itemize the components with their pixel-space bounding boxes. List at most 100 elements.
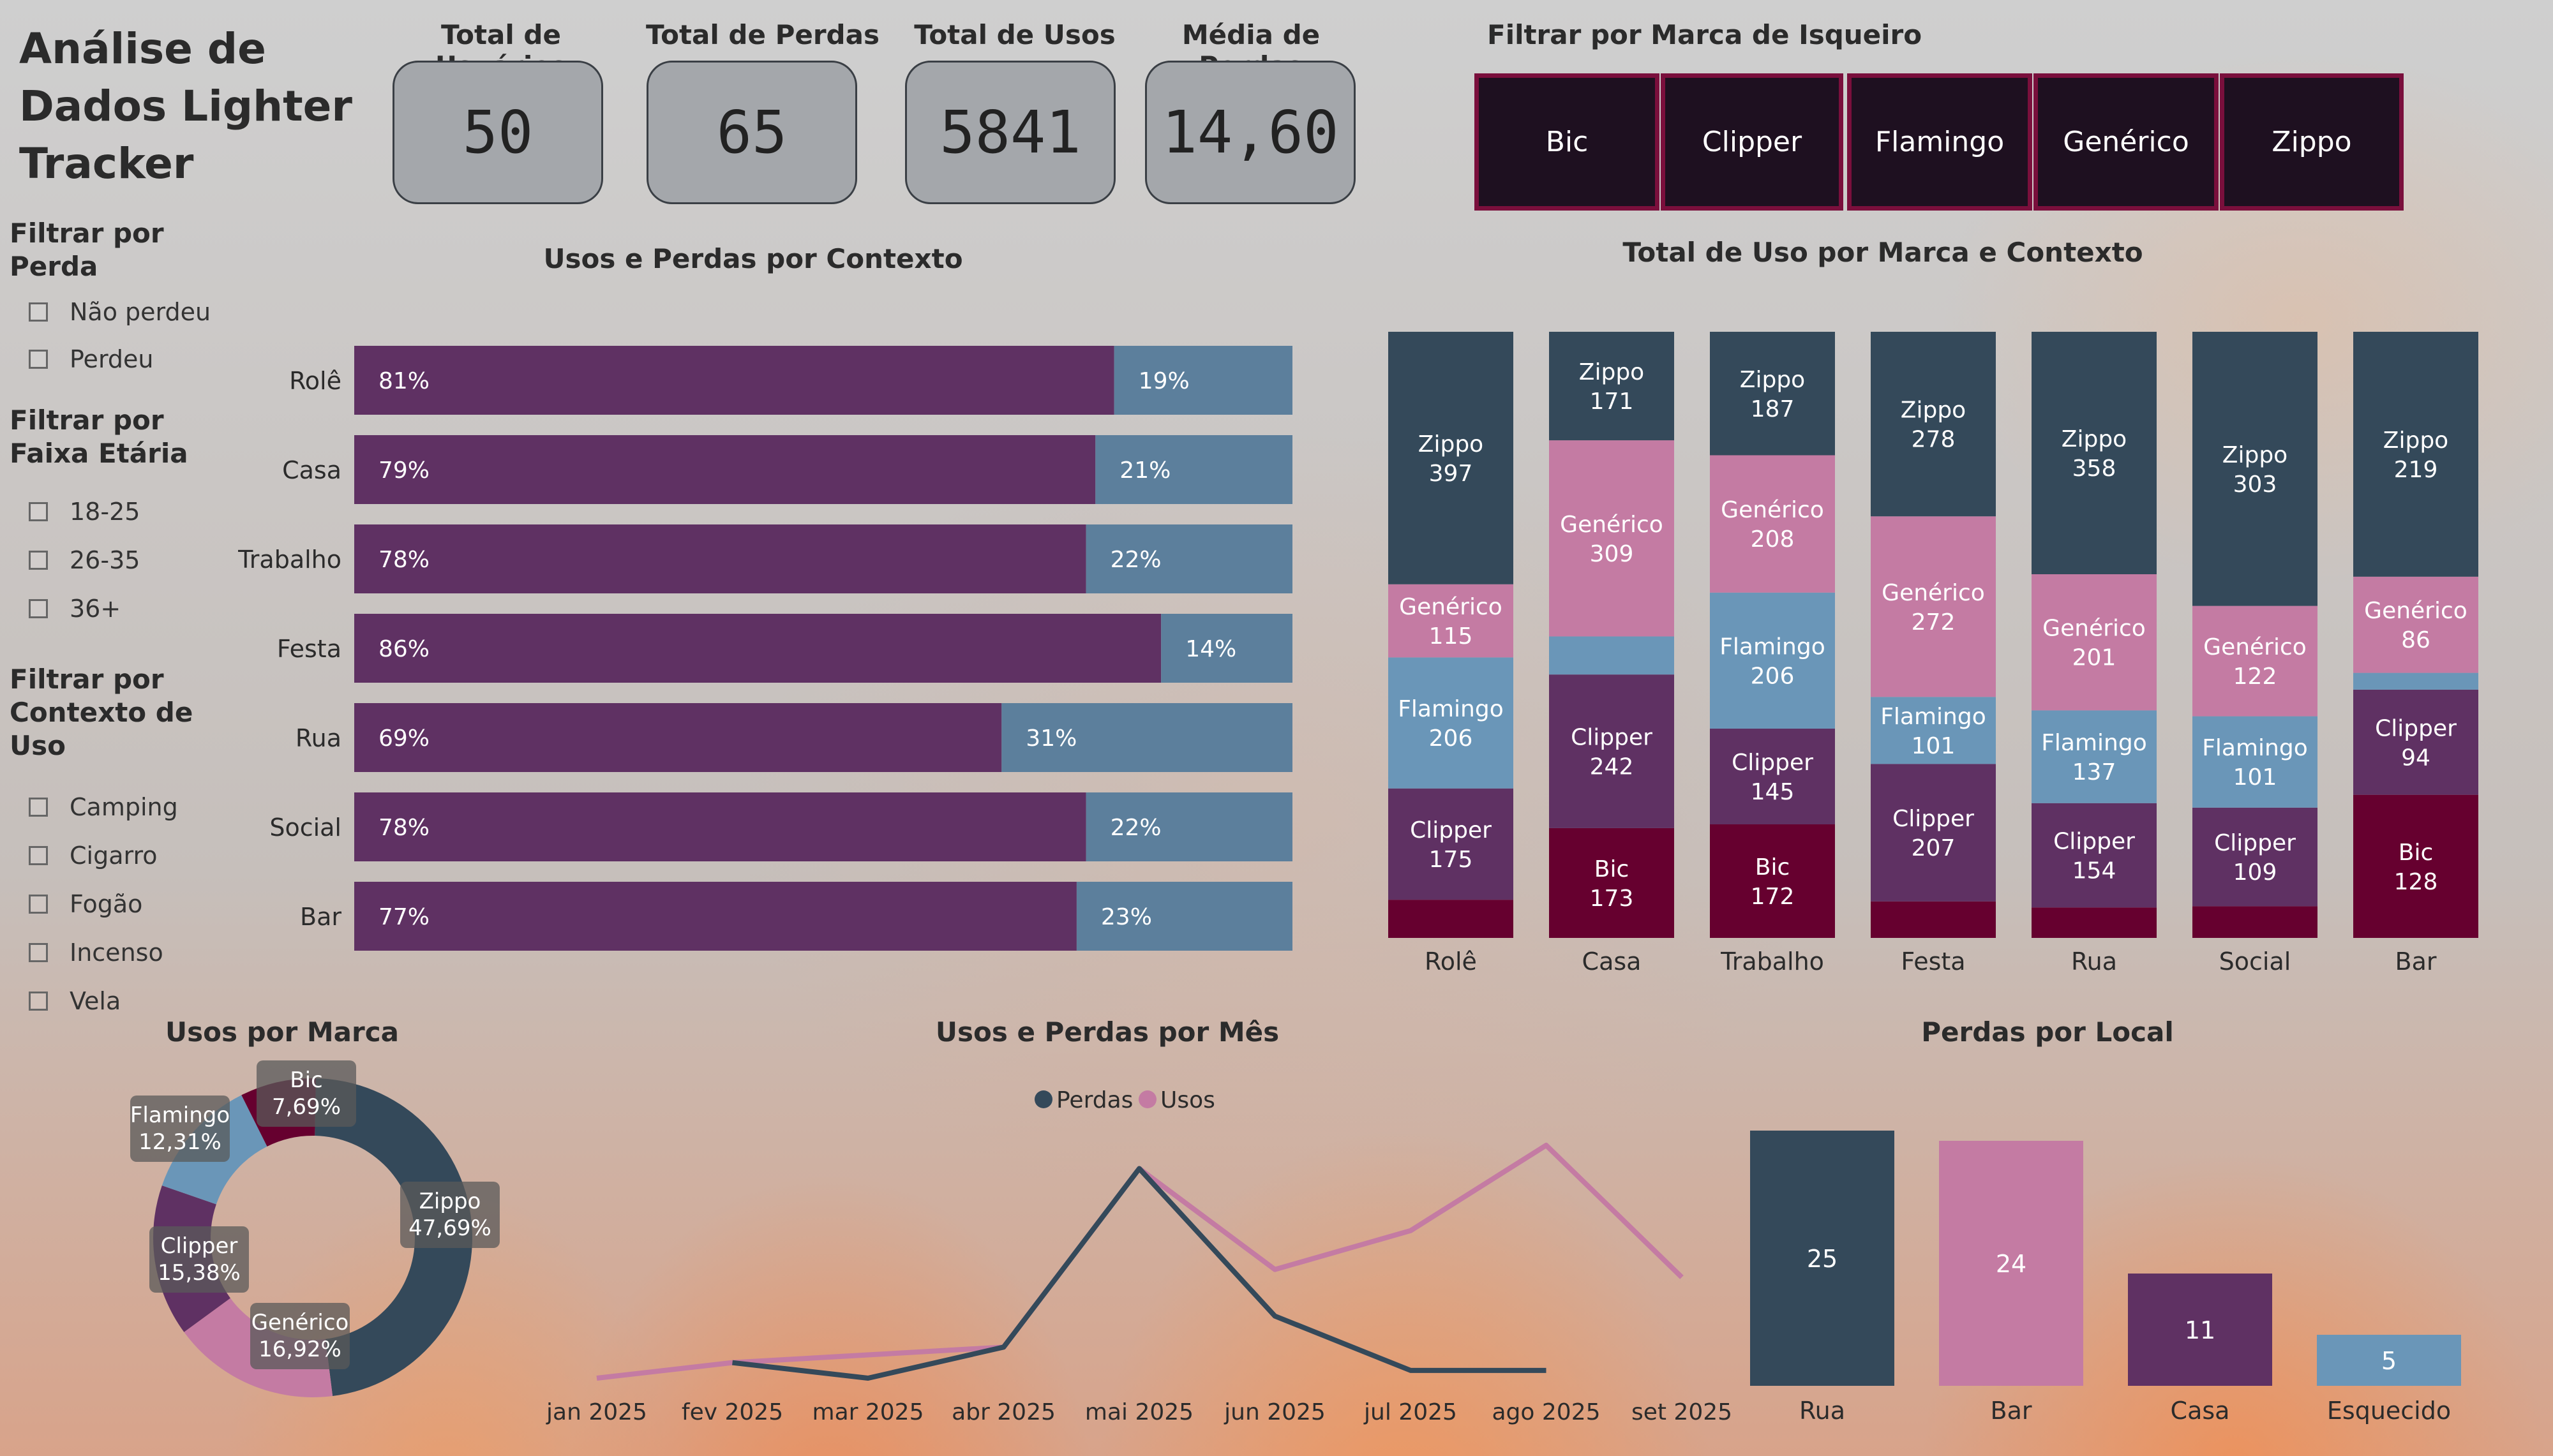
- checkbox[interactable]: [29, 350, 48, 369]
- bar-segment-flamingo[interactable]: [1710, 592, 1835, 729]
- bar-segment-bic[interactable]: [2353, 794, 2478, 938]
- checkbox-row-nao-perdeu[interactable]: Não perdeu: [29, 296, 239, 328]
- slice-zippo[interactable]: [315, 1078, 472, 1397]
- data-label: Genérico 122: [2203, 634, 2307, 690]
- bar-perdas[interactable]: [1161, 614, 1292, 683]
- bar-perdas[interactable]: [1114, 346, 1292, 415]
- bar-usos[interactable]: [354, 435, 1096, 504]
- bar-segment-flamingo[interactable]: [2032, 710, 2157, 803]
- bar-segment-clipper[interactable]: [1871, 764, 1996, 902]
- bar-segment-zippo[interactable]: [2192, 332, 2317, 606]
- bar-segment-zippo[interactable]: [1710, 332, 1835, 456]
- bar-usos[interactable]: [354, 614, 1162, 683]
- checkbox-row-36-plus[interactable]: 36+: [29, 593, 239, 625]
- bar-segment-zippo[interactable]: [1549, 332, 1674, 441]
- bar-segment-clipper[interactable]: [2192, 807, 2317, 907]
- bar-segment-flamingo[interactable]: [1549, 636, 1674, 675]
- checkbox-row-vela[interactable]: Vela: [29, 985, 239, 1017]
- data-label: 31%: [1026, 725, 1077, 752]
- checkbox-row-26-35[interactable]: 26-35: [29, 544, 239, 576]
- bar-usos[interactable]: [354, 882, 1077, 951]
- category-label: Rolê: [1425, 947, 1477, 976]
- bar-segment-flamingo[interactable]: [1388, 657, 1513, 789]
- bar-segment-generico[interactable]: [1871, 516, 1996, 697]
- bar-rua[interactable]: [1750, 1131, 1894, 1386]
- kpi-losses-card[interactable]: 65: [647, 61, 857, 204]
- bar-segment-generico[interactable]: [1549, 440, 1674, 637]
- bar-segment-zippo[interactable]: [1388, 332, 1513, 584]
- bar-segment-zippo[interactable]: [2353, 332, 2478, 577]
- bar-esquecido[interactable]: [2317, 1335, 2461, 1386]
- bar-segment-bic[interactable]: [2032, 907, 2157, 938]
- bar-segment-bic[interactable]: [1871, 901, 1996, 938]
- bar-segment-bic[interactable]: [1549, 828, 1674, 938]
- data-label: 78%: [378, 815, 430, 841]
- category-label: Rua: [2071, 947, 2117, 976]
- data-label: Flamingo 101: [1880, 704, 1986, 759]
- checkbox[interactable]: [29, 551, 48, 570]
- kpi-avg-losses-card[interactable]: 14,60: [1145, 61, 1356, 204]
- bar-casa[interactable]: [2128, 1274, 2272, 1386]
- data-label: Genérico 272: [1882, 580, 1985, 635]
- bar-segment-clipper[interactable]: [1388, 788, 1513, 900]
- checkbox-row-18-25[interactable]: 18-25: [29, 496, 239, 528]
- bar-segment-flamingo[interactable]: [1871, 697, 1996, 764]
- bar-segment-clipper[interactable]: [2032, 803, 2157, 908]
- checkbox-row-incenso[interactable]: Incenso: [29, 937, 239, 969]
- brand-button-generico[interactable]: Genérico: [2033, 73, 2219, 211]
- bar-usos[interactable]: [354, 524, 1086, 593]
- checkbox[interactable]: [29, 943, 48, 962]
- brand-button-zippo[interactable]: Zippo: [2220, 73, 2404, 211]
- bar-usos[interactable]: [354, 346, 1114, 415]
- brand-button-bic[interactable]: Bic: [1474, 73, 1659, 211]
- checkbox-row-camping[interactable]: Camping: [29, 791, 239, 823]
- bar-segment-clipper[interactable]: [2353, 689, 2478, 795]
- data-label: 23%: [1101, 904, 1152, 930]
- category-label: Trabalho: [1720, 947, 1824, 976]
- checkbox[interactable]: [29, 992, 48, 1011]
- checkbox[interactable]: [29, 846, 48, 865]
- checkbox[interactable]: [29, 798, 48, 817]
- bar-usos[interactable]: [354, 703, 1002, 772]
- bar-segment-generico[interactable]: [2192, 605, 2317, 717]
- uso-marca-contexto-chart: Total de Uso por Marca e Contexto Clipper…: [1388, 237, 2478, 976]
- bar-segment-clipper[interactable]: [1710, 728, 1835, 825]
- bar-perdas[interactable]: [1086, 524, 1292, 593]
- brand-button-clipper[interactable]: Clipper: [1661, 73, 1843, 211]
- bar-segment-generico[interactable]: [2032, 574, 2157, 711]
- checkbox-label: 36+: [70, 595, 121, 623]
- slice-label: Genérico 16,92%: [251, 1310, 349, 1362]
- bar-segment-generico[interactable]: [2353, 576, 2478, 673]
- bar-perdas[interactable]: [1086, 792, 1292, 861]
- kpi-uses-card[interactable]: 5841: [905, 61, 1116, 204]
- checkbox-row-perdeu[interactable]: Perdeu: [29, 343, 239, 375]
- bar-usos[interactable]: [354, 792, 1086, 861]
- checkbox[interactable]: [29, 599, 48, 618]
- data-label: 19%: [1139, 368, 1190, 394]
- bar-segment-zippo[interactable]: [2032, 332, 2157, 574]
- bar-segment-flamingo[interactable]: [2353, 672, 2478, 690]
- bar-segment-zippo[interactable]: [1871, 332, 1996, 517]
- data-label: Flamingo 101: [2202, 735, 2308, 791]
- bar-perdas[interactable]: [1001, 703, 1292, 772]
- age-filter-title: Filtrar por Faixa Etária: [10, 405, 188, 469]
- kpi-users-card[interactable]: 50: [393, 61, 603, 204]
- bar-segment-generico[interactable]: [1388, 584, 1513, 658]
- checkbox[interactable]: [29, 502, 48, 521]
- bar-segment-bic[interactable]: [2192, 906, 2317, 938]
- bar-segment-generico[interactable]: [1710, 455, 1835, 593]
- x-tick-label: jun 2025: [1224, 1399, 1326, 1425]
- bar-segment-bic[interactable]: [1388, 900, 1513, 938]
- bar-bar[interactable]: [1939, 1141, 2083, 1386]
- bar-segment-flamingo[interactable]: [2192, 716, 2317, 808]
- checkbox-row-cigarro[interactable]: Cigarro: [29, 840, 239, 872]
- checkbox[interactable]: [29, 302, 48, 322]
- bar-segment-clipper[interactable]: [1549, 674, 1674, 828]
- slice-label: Flamingo 12,31%: [130, 1103, 230, 1155]
- bar-perdas[interactable]: [1095, 435, 1292, 504]
- bar-perdas[interactable]: [1076, 882, 1292, 951]
- checkbox-row-fogao[interactable]: Fogão: [29, 888, 239, 920]
- brand-button-flamingo[interactable]: Flamingo: [1847, 73, 2032, 211]
- checkbox[interactable]: [29, 895, 48, 914]
- bar-segment-bic[interactable]: [1710, 824, 1835, 938]
